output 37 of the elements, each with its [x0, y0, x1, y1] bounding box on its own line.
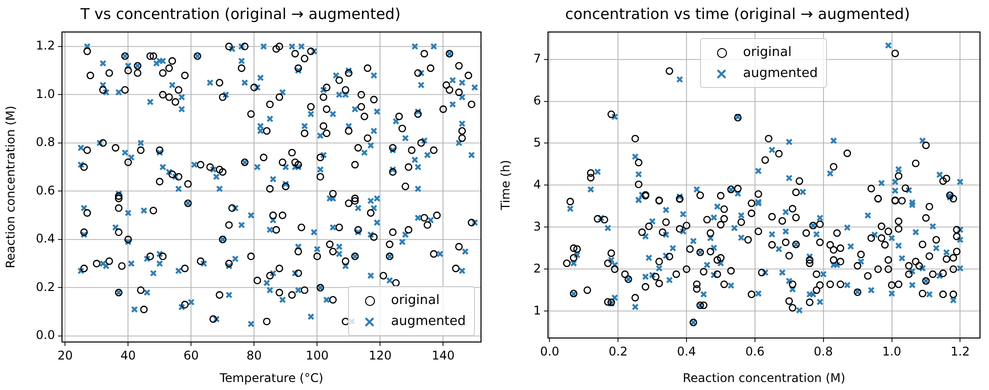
y-tick-label: 4	[532, 177, 540, 192]
y-tick-label: 7	[532, 51, 540, 66]
x-tick-label: 0.6	[744, 344, 764, 358]
chart-title: T vs concentration (original → augmented)	[79, 4, 401, 23]
legend-label: original	[743, 45, 792, 60]
y-tick-label: 3	[532, 219, 540, 234]
x-tick-label: 20	[58, 348, 73, 362]
x-tick-label: 140	[432, 348, 455, 362]
x-tick-label: 1.2	[950, 344, 970, 358]
x-axis-title: Reaction concentration (M)	[682, 370, 845, 385]
x-tick-label: 120	[368, 348, 392, 362]
y-tick-label: 1.2	[36, 38, 55, 53]
y-axis-title: Time (h)	[498, 160, 512, 212]
x-tick-label: 0.8	[813, 344, 832, 358]
y-tick-label: 0.2	[36, 280, 55, 294]
y-tick-label: 0.4	[36, 232, 55, 246]
x-axis-title: Temperature (°C)	[218, 370, 324, 385]
y-tick-label: 2	[532, 261, 540, 276]
text: augmented	[391, 314, 466, 329]
chart-title: concentration vs time (original → augmented)	[564, 4, 910, 23]
x-tick-label: 40	[120, 348, 136, 362]
y-axis-title: Reaction concentration (M)	[3, 106, 18, 268]
y-tick-label: 1	[532, 303, 540, 318]
y-tick-label: 6	[532, 93, 540, 108]
text: augmented	[743, 66, 818, 81]
x-tick-label: 80	[246, 348, 262, 362]
y-tick-label: 1.0	[36, 86, 55, 101]
x-tick-label: 0.4	[676, 344, 696, 358]
y-tick-label: 0.8	[36, 135, 55, 150]
y-tick-label: 0.6	[36, 183, 55, 198]
x-tick-label: 60	[184, 348, 199, 362]
x-tick-label: 0.2	[608, 344, 628, 358]
y-tick-label: 5	[532, 135, 540, 150]
x-tick-label: 1.0	[882, 344, 901, 358]
y-tick-label: 0.0	[36, 328, 55, 342]
legend-label: original	[391, 293, 440, 308]
x-tick-label: 100	[306, 348, 329, 362]
